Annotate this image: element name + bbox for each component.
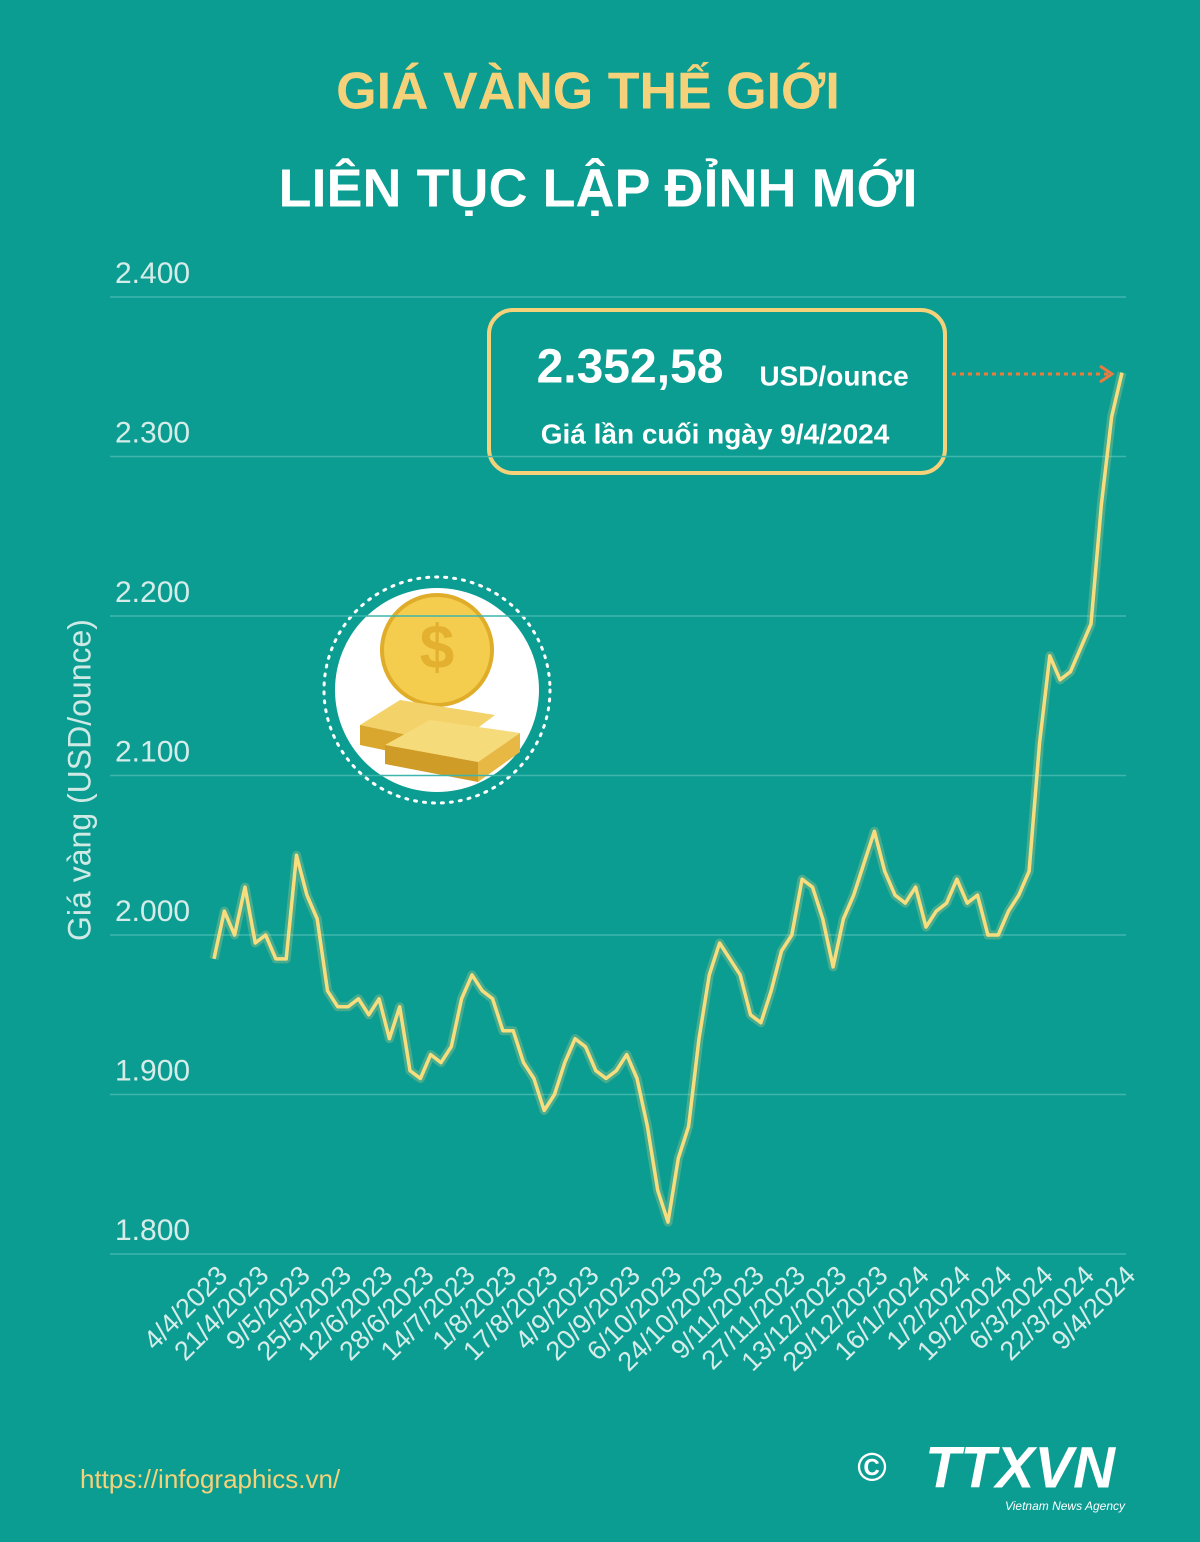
annotation-value: 2.352,58 (537, 341, 724, 394)
copyright: © (857, 1446, 886, 1490)
y-tick-label: 1.900 (115, 1054, 190, 1087)
y-tick-label: 2.000 (115, 895, 190, 928)
footer-url: https://infographics.vn/ (80, 1464, 341, 1494)
annotation-unit: USD/ounce (759, 360, 908, 391)
annotation-box: 2.352,58 USD/ounce Giá lần cuối ngày 9/4… (487, 308, 1115, 475)
y-tick-label: 1.800 (115, 1214, 190, 1247)
svg-text:$: $ (420, 613, 454, 682)
y-tick-label: 2.100 (115, 735, 190, 768)
annotation-arrowhead (1099, 364, 1115, 384)
grid: 1.800 1.900 2.000 2.100 2.200 2.300 2.400 (110, 257, 1126, 1255)
y-axis-label: Giá vàng (USD/ounce) (61, 619, 97, 941)
y-tick-label: 2.400 (115, 257, 190, 290)
y-tick-label: 2.200 (115, 576, 190, 609)
price-line (212, 372, 1124, 1224)
annotation-note: Giá lần cuối ngày 9/4/2024 (541, 418, 890, 449)
chart-subtitle: LIÊN TỤC LẬP ĐỈNH MỚI (278, 157, 917, 218)
y-tick-label: 2.300 (115, 416, 190, 449)
gold-illustration: $ (322, 575, 552, 805)
logo: TTXVN (925, 1435, 1116, 1500)
agency: Vietnam News Agency (1005, 1499, 1126, 1513)
chart-title: GIÁ VÀNG THẾ GIỚI (336, 62, 840, 121)
